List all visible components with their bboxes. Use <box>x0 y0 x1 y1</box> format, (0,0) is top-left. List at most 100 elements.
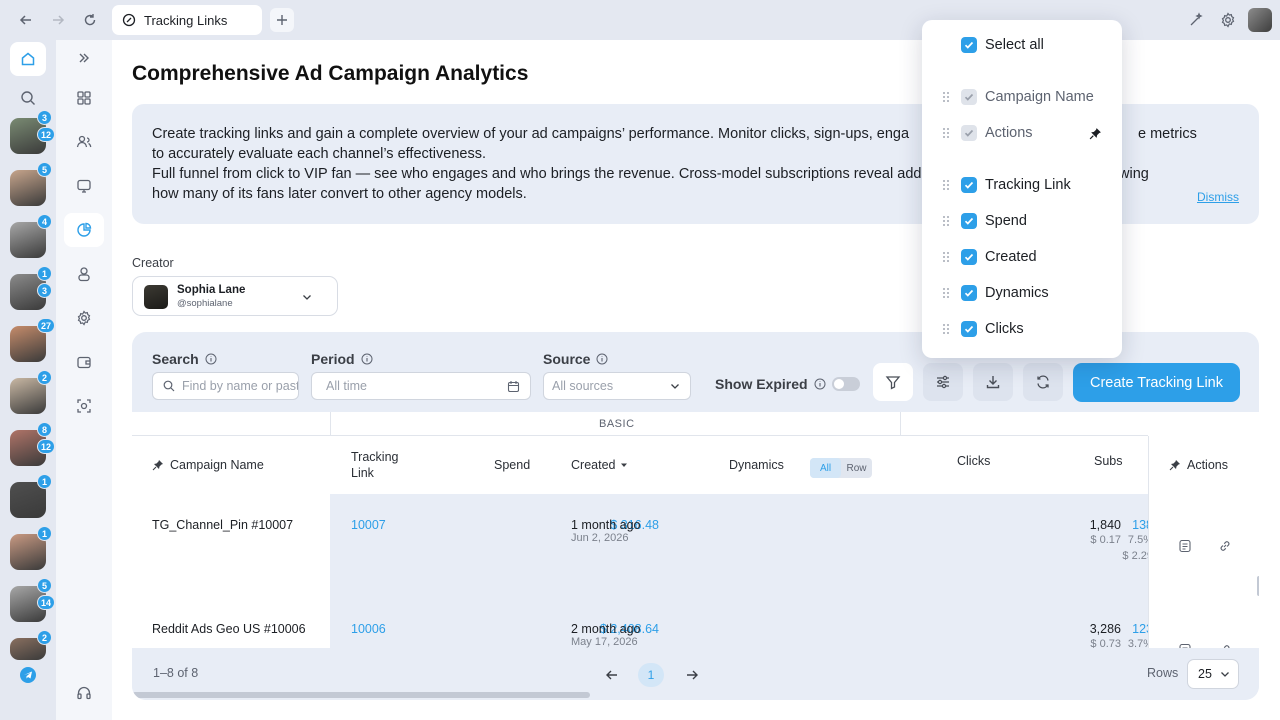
monitor-chat-icon[interactable] <box>72 174 96 198</box>
pagination-range: 1–8 of 8 <box>153 666 199 680</box>
clicks-cell: 1,840 <box>1089 518 1121 532</box>
col-header-campaign[interactable]: Campaign Name <box>152 436 264 494</box>
col-header-clicks[interactable]: Clicks <box>957 432 990 490</box>
col-header-spend[interactable]: Spend <box>494 436 530 494</box>
search-label-text: Search <box>152 351 199 367</box>
column-option[interactable]: Dynamics <box>922 275 1122 311</box>
filter-button[interactable] <box>873 363 913 401</box>
info-icon[interactable] <box>814 378 826 390</box>
create-tracking-link-button[interactable]: Create Tracking Link <box>1073 363 1240 402</box>
telegram-icon[interactable] <box>20 667 36 683</box>
show-expired-toggle[interactable] <box>832 377 860 391</box>
notification-badge: 4 <box>37 214 52 229</box>
analytics-pie-icon[interactable] <box>64 213 104 247</box>
gear-icon[interactable] <box>1218 10 1238 30</box>
forward-arrow-icon[interactable] <box>46 8 70 32</box>
settings-gear-icon[interactable] <box>72 306 96 330</box>
person-badge-icon[interactable] <box>72 262 96 286</box>
campaign-name-cell[interactable]: TG_Channel_Pin #10007 <box>152 518 294 532</box>
subs-cell: 123 <box>1132 622 1153 636</box>
details-document-icon[interactable] <box>1177 538 1193 554</box>
search-input[interactable]: Find by name or past <box>152 372 299 400</box>
col-header-dynamics[interactable]: Dynamics <box>729 436 784 494</box>
drag-handle-icon[interactable] <box>941 179 951 191</box>
pinned-column-option[interactable]: Actions <box>922 115 1122 151</box>
tracking-links-table: BASIC Campaign Name Tracking Link Spend … <box>132 412 1259 657</box>
drag-handle-icon[interactable] <box>941 287 951 299</box>
dashboard-grid-icon[interactable] <box>72 86 96 110</box>
creator-select[interactable]: Sophia Lane @sophialane <box>132 276 338 316</box>
notification-badge: 1 <box>37 474 52 489</box>
rows-per-page-select[interactable]: 25 <box>1187 659 1239 689</box>
checkbox-checked-icon[interactable] <box>961 37 977 53</box>
expand-sidebar-icon[interactable] <box>72 46 96 70</box>
search-icon[interactable] <box>18 88 38 108</box>
tracking-link-cell[interactable]: 10007 <box>351 518 386 532</box>
magic-wand-icon[interactable] <box>1186 10 1206 30</box>
info-icon[interactable] <box>596 353 608 365</box>
back-arrow-icon[interactable] <box>14 8 38 32</box>
info-icon[interactable] <box>205 353 217 365</box>
user-avatar[interactable] <box>1248 8 1272 32</box>
dynamics-all-option[interactable]: All <box>810 458 841 478</box>
target-scan-icon[interactable] <box>72 394 96 418</box>
prev-page-arrow-icon[interactable] <box>604 667 620 683</box>
drag-handle-icon[interactable] <box>941 215 951 227</box>
headset-support-icon[interactable] <box>72 681 96 705</box>
drag-handle-icon[interactable] <box>941 251 951 263</box>
show-expired-text: Show Expired <box>715 376 808 392</box>
page-title: Comprehensive Ad Campaign Analytics <box>132 62 529 85</box>
info-icon[interactable] <box>361 353 373 365</box>
creator-avatar[interactable] <box>10 638 46 660</box>
column-option[interactable]: Clicks <box>922 311 1122 347</box>
option-label: Created <box>985 249 1037 265</box>
info-text: e metrics <box>1138 126 1197 142</box>
period-select[interactable]: All time <box>311 372 531 400</box>
checkbox-checked-icon[interactable] <box>961 285 977 301</box>
wallet-icon[interactable] <box>72 350 96 374</box>
page-number-button[interactable]: 1 <box>638 663 664 687</box>
source-select[interactable]: All sources <box>543 372 691 400</box>
chevron-down-icon <box>670 381 680 391</box>
col-header-tracking-link[interactable]: Tracking Link <box>351 436 398 494</box>
drag-handle-icon[interactable] <box>941 323 951 335</box>
checkbox-checked-icon[interactable] <box>961 249 977 265</box>
pin-icon[interactable] <box>1088 126 1102 140</box>
col-label: Subs <box>1094 454 1123 468</box>
reload-icon[interactable] <box>78 8 102 32</box>
col-header-created[interactable]: Created <box>571 436 629 494</box>
checkbox-checked-icon[interactable] <box>961 213 977 229</box>
select-all-option[interactable]: Select all <box>922 27 1122 63</box>
horizontal-scrollbar[interactable] <box>132 692 590 698</box>
new-tab-plus-icon[interactable] <box>270 8 294 32</box>
clicks-cost-cell: $ 0.73 <box>1090 638 1121 650</box>
column-option[interactable]: Spend <box>922 203 1122 239</box>
col-header-subs[interactable]: Subs <box>1094 432 1123 490</box>
col-label: Dynamics <box>729 458 784 472</box>
copy-link-icon[interactable] <box>1217 538 1233 554</box>
calendar-icon <box>507 380 520 393</box>
tracking-link-cell[interactable]: 10006 <box>351 622 386 636</box>
campaign-name-cell[interactable]: Reddit Ads Geo US #10006 <box>152 622 306 636</box>
next-page-arrow-icon[interactable] <box>684 667 700 683</box>
columns-settings-button[interactable] <box>923 363 963 401</box>
download-button[interactable] <box>973 363 1013 401</box>
rows-value: 25 <box>1198 667 1212 681</box>
link-icon <box>122 13 136 27</box>
home-icon[interactable] <box>10 42 46 76</box>
checkbox-checked-icon[interactable] <box>961 177 977 193</box>
column-option[interactable]: Created <box>922 239 1122 275</box>
vertical-scrollbar[interactable] <box>1257 576 1259 596</box>
tab-tracking-links[interactable]: Tracking Links <box>112 5 262 35</box>
pinned-column-option[interactable]: Campaign Name <box>922 79 1122 115</box>
sort-down-icon <box>619 460 629 470</box>
dismiss-link[interactable]: Dismiss <box>1197 190 1239 204</box>
column-option[interactable]: Tracking Link <box>922 167 1122 203</box>
dynamics-row-option[interactable]: Row <box>846 462 867 474</box>
checkbox-checked-icon[interactable] <box>961 321 977 337</box>
option-label: Clicks <box>985 321 1024 337</box>
refresh-button[interactable] <box>1023 363 1063 401</box>
drag-handle-icon[interactable] <box>941 91 951 103</box>
drag-handle-icon[interactable] <box>941 127 951 139</box>
users-icon[interactable] <box>72 130 96 154</box>
